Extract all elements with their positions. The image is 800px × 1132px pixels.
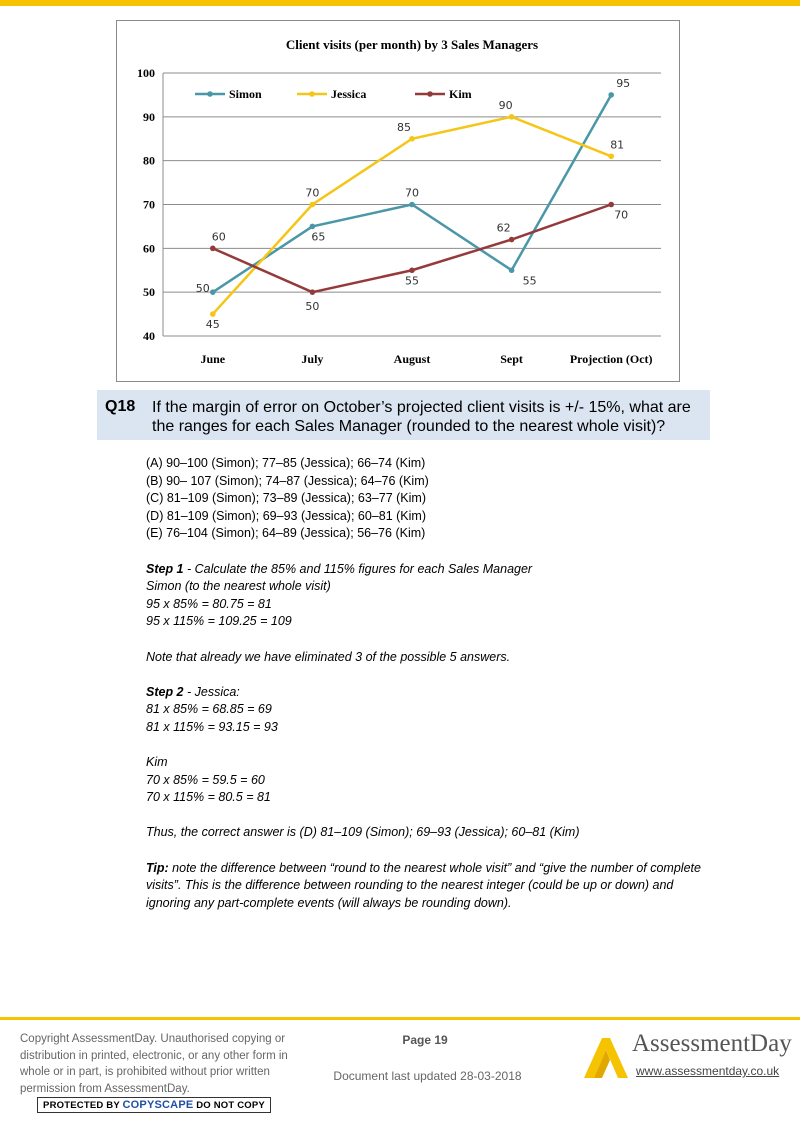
data-point-kim: [508, 236, 515, 243]
data-point-simon: [508, 267, 515, 274]
step2-line: Step 2 - Jessica:: [146, 684, 706, 702]
x-tick-label: June: [200, 352, 225, 366]
footer-accent-line: [0, 1017, 800, 1020]
data-label: 95: [616, 77, 630, 90]
website-link[interactable]: www.assessmentday.co.uk: [636, 1064, 780, 1078]
top-accent-bar: [0, 0, 800, 6]
elimination-note: Note that already we have eliminated 3 o…: [146, 649, 511, 664]
y-tick-label: 70: [143, 198, 155, 212]
line-chart: Client visits (per month) by 3 Sales Man…: [116, 20, 680, 382]
copyright-notice: Copyright AssessmentDay. Unauthorised co…: [20, 1033, 288, 1095]
assessmentday-logo-icon: [584, 1038, 628, 1078]
simon-label: Simon (to the nearest whole visit): [146, 579, 331, 594]
step1-text: - Calculate the 85% and 115% figures for…: [183, 561, 533, 576]
legend-marker: [207, 91, 213, 97]
question-band: Q18 If the margin of error on October’s …: [97, 390, 710, 440]
data-point-jessica: [309, 201, 316, 208]
data-label: 55: [523, 274, 537, 287]
data-point-simon: [409, 201, 415, 208]
data-point-kim: [309, 289, 316, 295]
legend-label: Kim: [449, 87, 472, 101]
data-point-kim: [409, 267, 415, 274]
copyscape-suffix: DO NOT COPY: [193, 1100, 265, 1111]
data-label: 45: [206, 318, 220, 331]
tip-text: note the difference between “round to th…: [146, 860, 701, 910]
data-point-jessica: [508, 114, 515, 120]
step2-text: - Jessica:: [183, 684, 240, 699]
data-point-simon: [608, 92, 614, 98]
option-c: (C) 81–109 (Simon); 73–89 (Jessica); 63–…: [146, 491, 426, 506]
legend-label: Simon: [229, 87, 262, 101]
data-label: 70: [405, 187, 419, 200]
copyscape-prefix: PROTECTED BY: [43, 1100, 123, 1111]
step2-label: Step 2: [146, 684, 184, 699]
kim-calc-low: 70 x 85% = 59.5 = 60: [146, 772, 265, 787]
data-point-simon: [309, 223, 316, 230]
kim-label: Kim: [146, 755, 168, 770]
simon-calc-low: 95 x 85% = 80.75 = 81: [146, 596, 272, 611]
y-tick-label: 60: [143, 241, 155, 255]
x-tick-label: Sept: [500, 352, 523, 366]
data-point-jessica: [409, 135, 415, 142]
y-tick-label: 80: [143, 154, 155, 168]
y-tick-label: 50: [143, 285, 155, 299]
x-tick-label: Projection (Oct): [570, 352, 653, 366]
tip-label: Tip:: [146, 860, 169, 875]
copyscape-badge[interactable]: PROTECTED BY COPYSCAPE DO NOT COPY: [37, 1097, 271, 1113]
data-label: 70: [614, 209, 628, 222]
step1-label: Step 1: [146, 561, 184, 576]
y-tick-label: 90: [143, 110, 155, 124]
data-point-jessica: [608, 153, 614, 160]
data-point-simon: [210, 289, 216, 295]
data-label: 85: [397, 121, 411, 134]
data-label: 50: [305, 300, 319, 313]
data-label: 90: [499, 99, 513, 112]
data-point-kim: [210, 245, 216, 252]
data-label: 62: [497, 222, 511, 235]
data-label: 50: [196, 282, 210, 295]
tip-paragraph: Tip: note the difference between “round …: [146, 860, 706, 913]
last-updated: Document last updated 28-03-2018: [333, 1069, 522, 1083]
option-e: (E) 76–104 (Simon); 64–89 (Jessica); 56–…: [146, 526, 426, 541]
y-tick-label: 100: [137, 66, 155, 80]
data-label: 70: [305, 187, 319, 200]
answer-content: (A) 90–100 (Simon); 77–85 (Jessica); 66–…: [146, 455, 706, 912]
copyscape-brand: COPYSCAPE: [122, 1099, 194, 1111]
x-tick-label: August: [394, 352, 431, 366]
y-tick-label: 40: [143, 329, 155, 343]
data-point-kim: [608, 201, 614, 208]
question-number: Q18: [105, 398, 136, 415]
legend-marker: [309, 91, 315, 97]
data-label: 65: [311, 230, 325, 243]
conclusion: Thus, the correct answer is (D) 81–109 (…: [146, 825, 580, 840]
data-point-jessica: [210, 311, 216, 317]
logo-wordmark: AssessmentDay: [632, 1030, 792, 1057]
data-label: 81: [610, 138, 624, 151]
question-text: If the margin of error on October’s proj…: [152, 399, 691, 435]
option-b: (B) 90– 107 (Simon); 74–87 (Jessica); 64…: [146, 473, 429, 488]
legend-label: Jessica: [331, 87, 366, 101]
legend-marker: [427, 91, 433, 97]
data-label: 60: [212, 230, 226, 243]
chart-title: Client visits (per month) by 3 Sales Man…: [286, 37, 538, 52]
page-number: Page 19: [402, 1033, 448, 1047]
jessica-calc-low: 81 x 85% = 68.85 = 69: [146, 702, 272, 717]
option-d: (D) 81–109 (Simon); 69–93 (Jessica); 60–…: [146, 508, 426, 523]
step1-line: Step 1 - Calculate the 85% and 115% figu…: [146, 561, 706, 579]
chart-canvas: Client visits (per month) by 3 Sales Man…: [137, 37, 661, 366]
data-label: 55: [405, 274, 419, 287]
x-tick-label: July: [301, 352, 323, 366]
option-a: (A) 90–100 (Simon); 77–85 (Jessica); 66–…: [146, 456, 426, 470]
jessica-calc-high: 81 x 115% = 93.15 = 93: [146, 719, 278, 734]
kim-calc-high: 70 x 115% = 80.5 = 81: [146, 790, 271, 805]
simon-calc-high: 95 x 115% = 109.25 = 109: [146, 614, 292, 629]
